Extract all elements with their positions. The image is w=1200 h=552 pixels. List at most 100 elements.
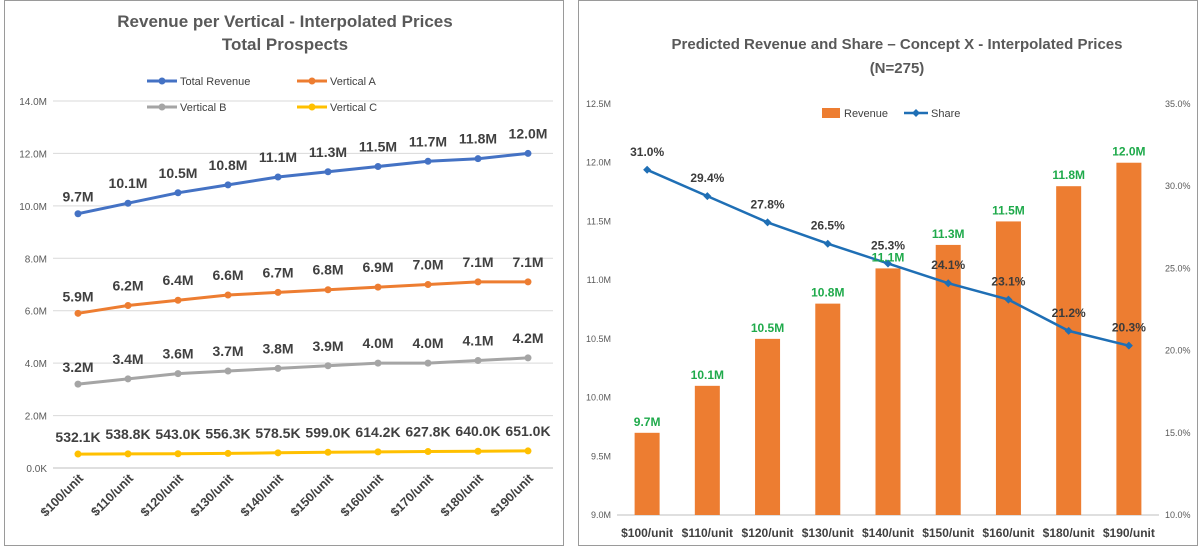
data-point-vertical-c [474,447,482,455]
left-y-tick-label: 12.0M [19,149,47,160]
data-point-vertical-a [124,301,132,309]
right-x-tick-label: $120/unit [742,526,794,540]
right-chart-subtitle: (N=275) [870,60,925,77]
data-point-total-revenue [324,168,332,176]
left-x-tick-label: $150/unit [288,471,337,520]
data-label-total-revenue: 11.3M [309,144,347,160]
data-point-vertical-a [424,281,432,288]
right-x-tick-label: $160/unit [982,526,1034,540]
revenue-bar [694,385,720,515]
data-point-vertical-c [324,448,332,456]
left-chart-panel: Revenue per Vertical - Interpolated Pric… [4,0,564,546]
legend-label-vertical-b: Vertical B [180,102,226,114]
share-label: 24.1% [931,258,965,272]
share-label: 20.3% [1112,321,1146,335]
revenue-bar-label: 10.8M [811,286,844,300]
share-point [643,165,652,174]
left-x-tick-label: $170/unit [388,471,437,520]
series-line-vertical-a [77,280,528,315]
data-point-vertical-a [74,309,82,317]
data-label-vertical-b: 4.1M [462,333,493,349]
left-legend: Total Revenue Vertical A Vertical B Vert… [147,76,377,114]
data-point-vertical-b [524,354,532,362]
right-x-tick-label: $140/unit [862,526,914,540]
data-label-vertical-c: 556.3K [205,425,250,441]
data-label-vertical-a: 7.0M [412,257,443,273]
data-label-vertical-b: 3.6M [162,346,193,362]
data-point-vertical-b [124,375,132,383]
data-label-vertical-a: 6.8M [312,262,343,278]
data-point-vertical-a [524,278,532,286]
data-label-vertical-c: 651.0K [505,423,550,439]
left-x-tick-label: $100/unit [38,471,87,520]
data-label-total-revenue: 10.5M [159,165,198,181]
data-label-vertical-b: 4.2M [512,330,543,346]
data-point-vertical-c [524,447,532,455]
left-x-tick-label: $130/unit [188,471,237,520]
data-point-vertical-c [174,450,182,458]
legend-vertical-a: Vertical A [297,76,377,88]
right-y2-tick-label: 10.0% [1165,510,1191,520]
predicted-revenue-share-chart: Predicted Revenue and Share – Concept X … [586,36,1191,540]
left-x-tick-label: $120/unit [138,471,187,520]
data-point-vertical-a [474,278,482,286]
legend-label-revenue: Revenue [844,108,888,120]
right-y2-tick-label: 20.0% [1165,346,1191,356]
right-y-tick-label: 11.5M [587,216,611,226]
share-label: 23.1% [991,275,1025,289]
share-point [1064,326,1073,335]
right-x-tick-label: $130/unit [802,526,854,540]
left-x-tick-label: $190/unit [488,471,537,520]
share-point [1004,295,1013,304]
legend-label-vertical-c: Vertical C [330,102,377,114]
left-y-tick-label: 10.0M [19,202,47,213]
data-label-vertical-a: 7.1M [462,254,493,270]
right-y-tick-label: 9.5M [591,451,611,461]
left-y-tick-label: 4.0M [25,359,47,370]
series-line-vertical-c [77,449,529,456]
right-y2-tick-label: 25.0% [1165,263,1191,273]
data-label-vertical-b: 3.8M [262,340,293,356]
share-label: 25.3% [871,238,905,252]
legend-vertical-b: Vertical B [147,102,226,114]
data-point-vertical-c [274,449,282,457]
legend-total-revenue: Total Revenue [147,76,250,88]
data-point-vertical-b [174,370,182,378]
data-point-total-revenue [124,199,132,207]
right-y2-tick-label: 35.0% [1165,99,1191,109]
series-line-vertical-b [77,356,529,386]
series-line-total-revenue [77,151,529,216]
right-chart-title: Predicted Revenue and Share – Concept X … [672,36,1123,53]
share-point [1124,341,1133,350]
right-x-tick-label: $190/unit [1103,526,1155,540]
right-x-tick-label: $100/unit [621,526,673,540]
data-label-vertical-c: 627.8K [405,424,450,440]
legend-label-total-revenue: Total Revenue [180,76,250,88]
legend-revenue: Revenue [822,108,888,120]
data-point-vertical-c [224,449,232,457]
data-label-vertical-c: 640.0K [455,423,500,439]
data-point-vertical-b [324,362,332,370]
right-y-tick-label: 9.0M [591,510,611,520]
share-point [763,218,772,227]
revenue-bar [755,338,781,515]
data-label-vertical-a: 6.6M [212,267,243,283]
left-y-tick-label: 8.0M [25,254,47,265]
revenue-bar-label: 9.7M [634,415,661,429]
revenue-bar-label: 10.5M [751,321,784,335]
data-point-total-revenue [174,189,182,197]
data-label-vertical-a: 6.7M [262,264,293,280]
left-x-tick-label: $110/unit [88,471,136,519]
data-label-vertical-b: 3.4M [112,351,143,367]
left-chart-title: Revenue per Vertical - Interpolated Pric… [117,12,452,31]
left-y-tick-label: 6.0M [25,307,47,318]
revenue-bar-label: 10.1M [691,368,724,382]
data-label-vertical-b: 3.9M [312,338,343,354]
right-x-tick-label: $150/unit [922,526,974,540]
left-x-tick-label: $160/unit [338,471,387,520]
data-label-vertical-c: 578.5K [255,425,300,441]
left-y-tick-label: 14.0M [19,97,47,108]
data-point-vertical-b [274,364,282,372]
legend-label-vertical-a: Vertical A [330,76,377,88]
data-label-total-revenue: 9.7M [62,189,93,205]
